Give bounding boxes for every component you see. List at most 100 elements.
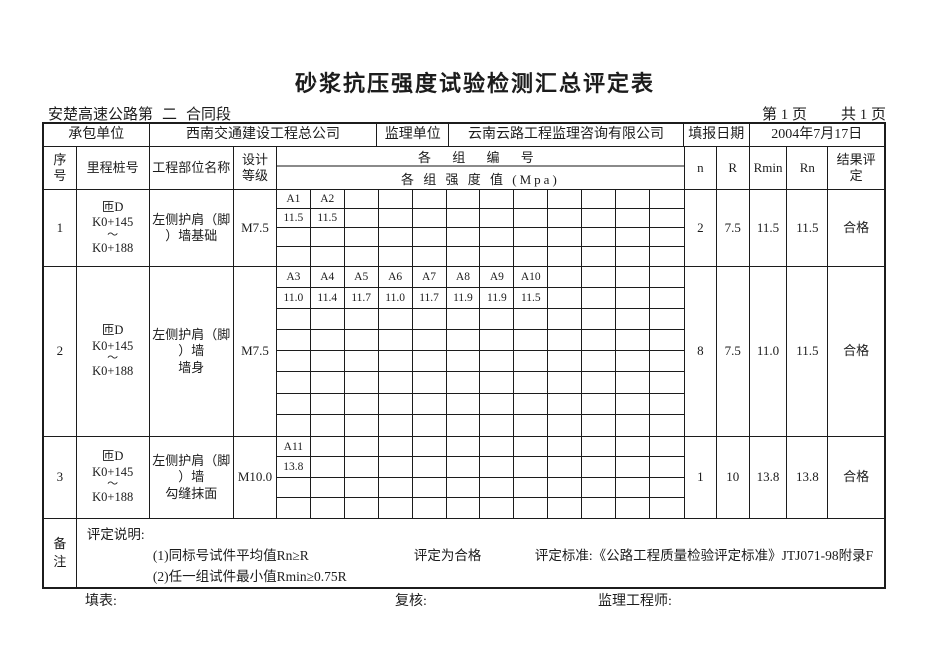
group-id-cell bbox=[378, 190, 413, 209]
group-empty-cell bbox=[310, 393, 345, 415]
group-empty-cell bbox=[446, 351, 481, 373]
row-part-name: 左侧护肩（脚）墙基础 bbox=[150, 190, 235, 266]
group-empty-cell bbox=[582, 247, 617, 266]
group-empty-cell bbox=[582, 351, 617, 373]
group-id-cell: A2 bbox=[310, 190, 345, 209]
remarks-body: 评定说明: (1)同标号试件平均值Rn≥R 评定为合格 评定标准:《公路工程质量… bbox=[77, 519, 884, 587]
group-id-cell bbox=[412, 437, 447, 458]
group-empty-cell bbox=[514, 351, 549, 373]
group-empty-cell bbox=[514, 372, 549, 394]
group-strength-cell bbox=[514, 457, 549, 478]
group-empty-cell bbox=[650, 309, 684, 331]
group-id-cell bbox=[616, 190, 651, 209]
group-empty-cell bbox=[548, 309, 583, 331]
group-strength-cell bbox=[616, 457, 651, 478]
contractor-value: 西南交通建设工程总公司 bbox=[150, 124, 378, 146]
group-empty-cell bbox=[378, 477, 413, 498]
row-design-grade: M7.5 bbox=[234, 267, 277, 436]
group-strength-cell bbox=[616, 288, 651, 310]
contractor-label: 承包单位 bbox=[44, 124, 150, 146]
group-id-cell: A10 bbox=[514, 267, 549, 289]
row-part-name: 左侧护肩（脚）墙 墙身 bbox=[150, 267, 235, 436]
remarks-title: 评定说明: bbox=[86, 527, 145, 542]
remarks-conclusion: 评定为合格 bbox=[413, 548, 482, 563]
group-empty-cell bbox=[514, 228, 549, 247]
group-strength-cell: 11.7 bbox=[412, 288, 447, 310]
group-id-cell bbox=[548, 437, 583, 458]
group-empty-cell bbox=[616, 228, 651, 247]
col-r: R bbox=[717, 147, 750, 189]
group-empty-cell bbox=[616, 330, 651, 352]
group-empty-cell bbox=[650, 394, 684, 415]
group-id-cell bbox=[650, 190, 684, 209]
group-empty-cell bbox=[548, 497, 583, 518]
group-empty-cell bbox=[582, 228, 617, 247]
group-empty-cell bbox=[446, 393, 481, 415]
column-header-row: 序号 里程桩号 工程部位名称 设计等级 各 组 编 号 各 组 强 度 值 (M… bbox=[44, 147, 884, 190]
group-empty-cell bbox=[345, 247, 379, 266]
group-empty-cell bbox=[582, 372, 617, 394]
row-station: 匝D K0+145 ～ K0+188 bbox=[77, 267, 150, 436]
row-seq: 3 bbox=[44, 437, 77, 518]
group-strength-cell: 11.7 bbox=[344, 288, 379, 310]
group-id-cell bbox=[650, 267, 684, 289]
row-station: 匝D K0+145 ～ K0+188 bbox=[77, 190, 150, 266]
group-strength-cell bbox=[548, 209, 583, 228]
group-strength-cell: 11.5 bbox=[514, 288, 549, 310]
group-strength-cell: 11.4 bbox=[310, 288, 345, 310]
group-empty-cell bbox=[548, 228, 583, 247]
group-empty-cell bbox=[480, 330, 515, 352]
row-design-grade: M7.5 bbox=[234, 190, 277, 266]
group-id-cell bbox=[616, 437, 651, 458]
group-strength-cell bbox=[582, 209, 617, 228]
group-empty-cell bbox=[446, 309, 481, 331]
group-empty-cell bbox=[378, 351, 413, 373]
group-empty-cell bbox=[311, 497, 345, 518]
row-seq: 2 bbox=[44, 267, 77, 436]
group-empty-cell bbox=[514, 247, 549, 266]
col-rmin: Rmin bbox=[750, 147, 788, 189]
group-empty-cell bbox=[378, 393, 413, 415]
group-empty-cell bbox=[616, 372, 651, 394]
group-strength-cell: 11.0 bbox=[276, 288, 311, 310]
group-empty-cell bbox=[514, 309, 549, 331]
group-id-cell bbox=[446, 190, 481, 209]
group-empty-cell bbox=[480, 247, 515, 266]
group-empty-cell bbox=[514, 414, 549, 436]
group-id-cell: A1 bbox=[276, 190, 311, 209]
group-empty-cell bbox=[650, 351, 684, 373]
col-n: n bbox=[685, 147, 717, 189]
info-header-row: 承包单位 西南交通建设工程总公司 监理单位 云南云路工程监理咨询有限公司 填报日… bbox=[44, 124, 884, 147]
group-empty-cell bbox=[582, 477, 617, 498]
group-empty-cell bbox=[276, 393, 311, 415]
col-group-header: 各 组 编 号 各 组 强 度 值 (Mpa) bbox=[276, 147, 685, 189]
group-strength-cell bbox=[650, 209, 684, 228]
group-empty-cell bbox=[446, 477, 481, 498]
group-empty-cell bbox=[480, 228, 515, 247]
contract-prefix: 安楚高速公路第 bbox=[48, 107, 154, 123]
group-empty-cell bbox=[412, 228, 447, 247]
footer-engineer-label: 监理工程师: bbox=[598, 594, 672, 609]
group-strength-cell bbox=[344, 457, 379, 478]
col-group-strength: 各 组 强 度 值 (Mpa) bbox=[401, 171, 560, 187]
group-id-cell: A5 bbox=[344, 267, 379, 289]
group-empty-cell bbox=[310, 228, 345, 247]
col-group-number: 各 组 编 号 bbox=[276, 147, 684, 167]
group-id-cell: A3 bbox=[276, 267, 311, 289]
group-empty-cell bbox=[480, 351, 515, 373]
group-empty-cell bbox=[548, 372, 583, 394]
group-id-cell bbox=[378, 437, 413, 458]
row-n: 2 bbox=[685, 190, 717, 266]
group-empty-cell bbox=[344, 351, 379, 373]
group-id-cell bbox=[582, 267, 617, 289]
group-id-cell: A8 bbox=[446, 267, 481, 289]
group-empty-cell bbox=[480, 414, 515, 436]
row-part-name: 左侧护肩（脚）墙 勾缝抹面 bbox=[150, 437, 235, 518]
row-n: 1 bbox=[685, 437, 717, 518]
group-empty-cell bbox=[480, 393, 515, 415]
row-result: 合格 bbox=[843, 343, 870, 359]
group-empty-cell bbox=[650, 415, 684, 436]
row-result: 合格 bbox=[843, 219, 870, 235]
table-row: 3 匝D K0+145 ～ K0+188 左侧护肩（脚）墙 勾缝抹面 M10.0… bbox=[44, 437, 884, 519]
group-empty-cell bbox=[345, 414, 379, 436]
